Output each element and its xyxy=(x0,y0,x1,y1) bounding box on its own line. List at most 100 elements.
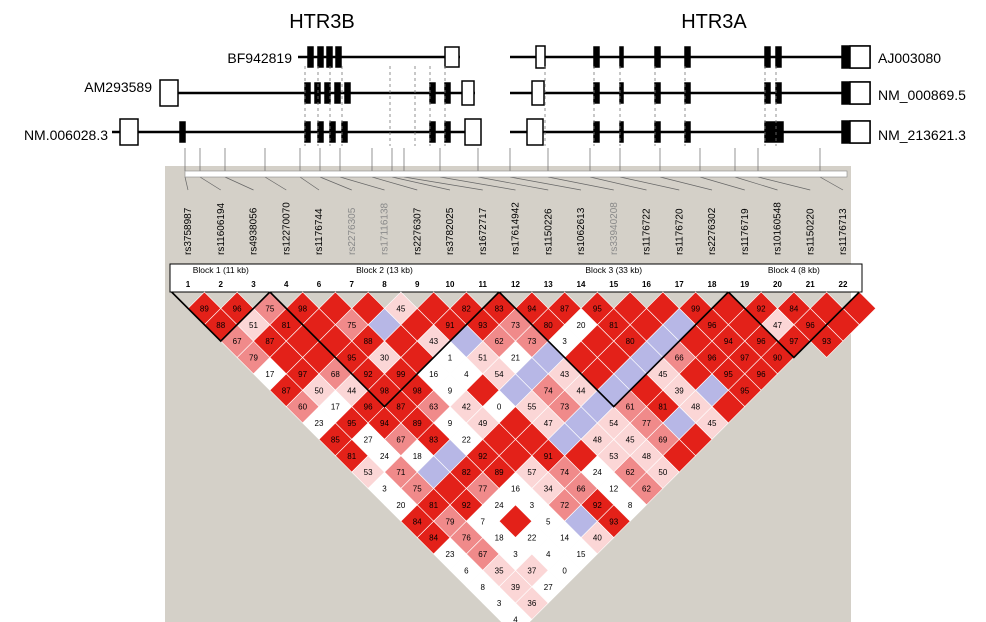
ld-value: 89 xyxy=(413,419,422,428)
ld-value: 75 xyxy=(265,304,274,313)
ld-value: 85 xyxy=(331,435,340,444)
exon xyxy=(654,46,661,68)
transcript-label: NM_213621.3 xyxy=(878,127,966,143)
ld-value: 62 xyxy=(495,337,504,346)
ld-value: 4 xyxy=(513,616,518,622)
ld-value: 6 xyxy=(464,566,469,575)
exon xyxy=(764,46,771,68)
ld-value: 82 xyxy=(462,304,471,313)
ld-value: 81 xyxy=(282,321,291,330)
block-label: Block 2 (13 kb) xyxy=(356,265,413,275)
ld-value: 18 xyxy=(413,452,422,461)
ld-value: 34 xyxy=(544,485,553,494)
ld-value: 61 xyxy=(626,403,635,412)
transcript-label: AJ003080 xyxy=(878,50,941,66)
ld-value: 63 xyxy=(429,403,438,412)
ld-value: 89 xyxy=(200,304,209,313)
marker-number: 17 xyxy=(675,280,684,289)
ld-value: 96 xyxy=(233,304,242,313)
block-outline xyxy=(727,291,860,359)
ld-value: 51 xyxy=(478,354,487,363)
snp-connector xyxy=(819,176,844,191)
exon xyxy=(684,82,691,104)
snp-connector xyxy=(659,176,713,191)
ld-value: 98 xyxy=(380,386,389,395)
ld-value: 24 xyxy=(380,452,389,461)
ld-value: 12 xyxy=(609,485,618,494)
exon xyxy=(464,118,482,146)
ld-value: 47 xyxy=(773,321,782,330)
ld-value: 44 xyxy=(577,386,586,395)
exon xyxy=(764,82,771,104)
ld-value: 47 xyxy=(544,419,553,428)
exon xyxy=(593,46,600,68)
ld-value: 44 xyxy=(347,386,356,395)
ld-value: 87 xyxy=(396,403,405,412)
snp-labels: rs3758987 rs11606194 rs4938056 rs12270070 rs… xyxy=(183,202,849,255)
block-label: Block 1 (11 kb) xyxy=(193,265,249,275)
ld-value: 87 xyxy=(265,337,274,346)
ld-value: 39 xyxy=(675,386,684,395)
ld-value: 94 xyxy=(724,337,733,346)
ld-value: 74 xyxy=(544,386,553,395)
ld-value: 17 xyxy=(265,370,274,379)
snp-connector xyxy=(391,176,451,191)
exon xyxy=(314,82,321,104)
exon xyxy=(654,121,661,143)
marker-number: 21 xyxy=(806,280,815,289)
ld-plot: Block 1 (11 kb) Block 2 (13 kb) Block 3 (3… xyxy=(169,263,877,622)
exon xyxy=(775,46,782,68)
block-outline xyxy=(269,291,500,408)
ld-value: 3 xyxy=(513,550,518,559)
exon xyxy=(535,45,546,69)
ld-value: 81 xyxy=(609,321,618,330)
ld-value: 95 xyxy=(593,304,602,313)
ld-value: 94 xyxy=(380,419,389,428)
ld-value: 53 xyxy=(609,452,618,461)
ld-value: 68 xyxy=(331,370,340,379)
ld-value: 97 xyxy=(298,370,307,379)
ld-value: 62 xyxy=(642,485,651,494)
snp-label: rs17614942 xyxy=(511,202,522,255)
ld-value: 84 xyxy=(429,534,438,543)
exon xyxy=(764,121,784,143)
marker-number: 8 xyxy=(382,280,387,289)
snp-label: rs1176713 xyxy=(838,208,849,255)
marker-number: 19 xyxy=(740,280,749,289)
ld-value: 96 xyxy=(708,321,717,330)
transcript-label: BF942819 xyxy=(227,50,292,66)
ld-value: 18 xyxy=(495,534,504,543)
ld-value: 95 xyxy=(724,370,733,379)
marker-number: 11 xyxy=(479,280,488,289)
snp-connector xyxy=(339,176,385,191)
ld-value: 92 xyxy=(757,304,766,313)
snp-label: rs1176720 xyxy=(674,208,685,255)
exon xyxy=(444,46,460,68)
exon xyxy=(159,79,179,107)
transcript-label: NM_000869.5 xyxy=(878,87,966,103)
exon xyxy=(526,118,544,146)
ld-value: 92 xyxy=(593,501,602,510)
ld-value: 54 xyxy=(609,419,618,428)
snp-label: rs1150220 xyxy=(805,208,816,255)
ld-value: 20 xyxy=(396,501,405,510)
snp-label: rs33940208 xyxy=(609,202,620,255)
ld-value: 7 xyxy=(481,517,486,526)
ld-value: 0 xyxy=(497,403,502,412)
ld-value: 23 xyxy=(315,419,324,428)
ld-value: 79 xyxy=(249,354,258,363)
ld-value: 81 xyxy=(658,403,667,412)
ld-value: 97 xyxy=(789,337,798,346)
exon xyxy=(654,82,661,104)
ld-value: 35 xyxy=(495,566,504,575)
ld-value: 45 xyxy=(708,419,717,428)
ld-value: 67 xyxy=(396,435,405,444)
exon xyxy=(444,121,451,143)
snp-connector xyxy=(619,176,680,191)
ld-value: 73 xyxy=(560,403,569,412)
snp-label: rs1176719 xyxy=(740,208,751,255)
marker-number: 1 xyxy=(186,280,191,289)
block-outline xyxy=(498,291,729,408)
ld-value: 54 xyxy=(495,370,504,379)
